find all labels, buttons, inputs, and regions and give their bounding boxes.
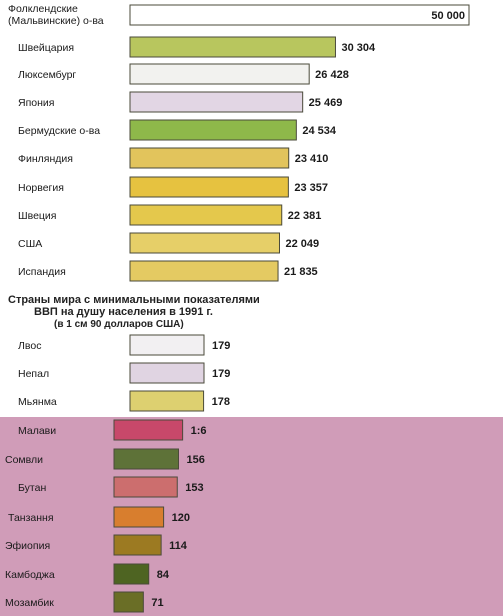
bar-row: Бермудские о-ва 24 534 [18,119,337,141]
category-label: Малави [18,425,56,437]
bar [129,334,205,356]
value-label: 22 381 [288,210,322,222]
bar [113,448,179,470]
value-label: 179 [212,340,230,352]
bar [129,119,297,141]
category-label: Норвегия [18,182,64,194]
category-label: Швейцария [18,42,74,54]
bar-row: Эфиопия 114 [5,534,188,556]
bar-row: США 22 049 [18,232,319,254]
value-label: 114 [169,540,188,552]
bar-row: Норвегия 23 357 [18,176,328,198]
value-label: 24 534 [302,125,337,137]
bar [113,419,184,441]
bar-row: Испандия 21 835 [18,260,318,282]
bar [129,4,470,26]
value-label: 179 [212,368,230,380]
bottom-chart-title: Страны мира с минимальными показателями … [8,294,260,330]
category-label: Камбоджа [5,569,55,581]
category-label: Лвос [18,340,41,352]
bar-row: Мьянма 178 [18,390,230,412]
bar [129,63,310,85]
bar-row: Лвос 179 [18,334,230,356]
category-label: Эфиопия [5,540,50,552]
value-label: 25 469 [309,97,343,109]
bar-row: Финляндия 23 410 [18,147,329,169]
category-label: Бермудские о-ва [18,125,100,137]
bar-row: Танзання 120 [8,506,190,528]
bar [129,36,336,58]
bottom-countries-chart: Лвос 179 Непал 179 Мьянма 178 Малави 1:6 Сомвли 1… [5,334,230,613]
magenta-overlay-region [0,417,503,616]
value-label: 23 410 [295,153,329,165]
bar-row: Малави 1:6 [18,419,207,441]
bar [113,476,178,498]
category-label: США [18,238,42,250]
bar [113,591,144,613]
category-label: Япония [18,97,54,109]
bar [129,176,289,198]
category-label: Мозамбик [5,597,54,609]
category-label: Непал [18,368,49,380]
bottom-title-line-2: ВВП на душу населения в 1991 г. [34,306,213,318]
value-label: 84 [157,569,170,581]
bar [129,147,290,169]
value-label: 120 [172,512,190,524]
category-label: Сомвли [5,454,43,466]
category-label: Мьянма [18,396,57,408]
bar-row: Швеция 22 381 [18,204,322,226]
bar-row: Мозамбик 71 [5,591,164,613]
bar-row: Люксембург 26 428 [18,63,349,85]
category-label: Бутан [18,482,46,494]
category-label: Финляндия [18,153,73,165]
value-label: 50 000 [431,10,465,22]
bar-row: Фолклендские(Мальвинские) о-ва 50 000 [8,3,470,27]
value-label: 30 304 [341,42,376,54]
bar-row: Сомвли 156 [5,448,205,470]
bar-row: Бутан 153 [18,476,204,498]
value-label: 26 428 [315,69,349,81]
bar [129,260,279,282]
value-label: 22 049 [285,238,319,250]
bar-row: Непал 179 [18,362,230,384]
value-label: 21 835 [284,266,318,278]
bar [129,390,205,412]
bar-row: Швейцария 30 304 [18,36,376,58]
category-label: Испандия [18,266,66,278]
bar [113,506,165,528]
bottom-title-line-3: (в 1 см 90 долларов США) [54,319,184,330]
category-label: Швеция [18,210,57,222]
category-label: Люксембург [18,69,76,81]
value-label: 1:6 [191,425,207,437]
value-label: 153 [185,482,203,494]
bottom-title-line-1: Страны мира с минимальными показателями [8,294,260,306]
top-countries-chart: Фолклендские(Мальвинские) о-ва 50 000 Швей… [8,3,470,282]
category-label: (Мальвинские) о-ва [8,15,104,27]
value-label: 156 [186,454,204,466]
bar [129,91,304,113]
bar-row: Япония 25 469 [18,91,343,113]
bar [129,204,283,226]
bar [113,534,162,556]
category-label: Фолклендские [8,3,78,15]
bar [129,362,205,384]
value-label: 23 357 [294,182,328,194]
category-label: Танзання [8,512,54,524]
value-label: 71 [151,597,163,609]
value-label: 178 [212,396,230,408]
bar-row: Камбоджа 84 [5,563,170,585]
bar [113,563,150,585]
bar [129,232,280,254]
